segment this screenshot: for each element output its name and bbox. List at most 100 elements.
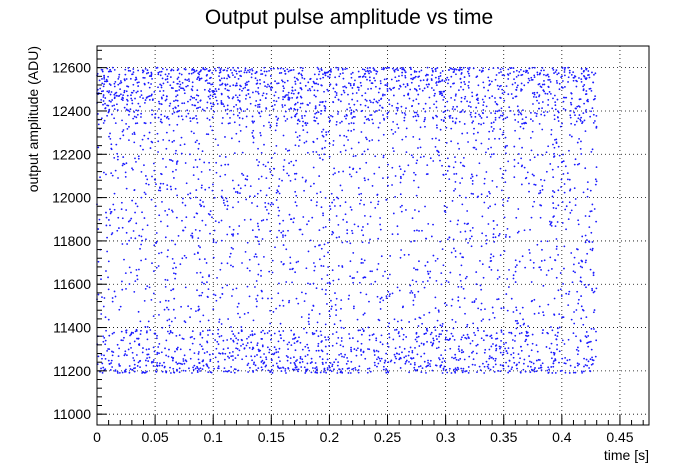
data-point [384, 360, 387, 362]
data-point [379, 80, 382, 82]
data-point [324, 140, 327, 142]
data-point [347, 360, 349, 363]
data-point [408, 350, 410, 353]
data-point [352, 281, 355, 284]
data-point [435, 84, 438, 87]
data-point [219, 69, 222, 72]
data-point [256, 236, 259, 239]
data-point [405, 127, 408, 130]
data-point [472, 132, 475, 135]
data-point [529, 111, 532, 114]
data-point [240, 326, 243, 328]
data-point [513, 78, 515, 81]
data-point [137, 337, 140, 340]
data-point [389, 255, 392, 257]
data-point [314, 265, 316, 268]
data-point [414, 347, 416, 349]
data-point [552, 362, 555, 365]
data-point [339, 151, 342, 153]
data-point [443, 210, 446, 212]
data-point [106, 250, 109, 253]
data-point [361, 76, 364, 78]
data-point [555, 138, 558, 141]
data-point [563, 245, 566, 248]
y-axis-label: output amplitude (ADU) [25, 46, 41, 192]
data-point [507, 68, 510, 71]
data-point [466, 333, 469, 336]
data-point [182, 338, 185, 340]
data-point [461, 203, 464, 206]
data-point [528, 248, 531, 251]
data-point [213, 90, 216, 93]
data-point [306, 354, 309, 356]
data-point [524, 177, 527, 180]
data-point [399, 193, 402, 196]
data-point [348, 294, 351, 297]
data-point [418, 70, 421, 73]
data-point [528, 252, 531, 254]
data-point [391, 67, 394, 70]
data-point [573, 187, 576, 190]
data-point [276, 189, 279, 192]
data-point [553, 352, 556, 355]
data-point [402, 173, 405, 176]
data-point [360, 258, 363, 261]
data-point [111, 350, 113, 353]
data-point [236, 348, 239, 350]
data-point [580, 317, 583, 320]
data-point [519, 325, 522, 327]
data-point [221, 189, 224, 192]
data-point [195, 117, 198, 120]
data-point [393, 361, 396, 364]
data-point [200, 184, 203, 187]
data-point [166, 184, 169, 187]
data-point [585, 90, 588, 92]
data-point [591, 249, 594, 252]
x-tick-label: 0.45 [606, 429, 633, 445]
data-point [471, 179, 474, 182]
data-point [172, 81, 175, 83]
data-point [364, 357, 367, 360]
data-point [357, 89, 360, 91]
data-point [198, 73, 201, 76]
data-point [353, 103, 356, 106]
data-point [170, 188, 173, 191]
data-point [166, 306, 168, 309]
data-point [469, 101, 471, 103]
data-point [258, 106, 261, 108]
data-point [294, 83, 297, 85]
data-point [510, 353, 513, 356]
data-point [347, 93, 349, 96]
data-point [268, 85, 271, 88]
data-point [575, 79, 578, 82]
data-point [180, 152, 183, 155]
data-point [421, 229, 423, 232]
data-point [263, 81, 266, 83]
data-point [551, 107, 554, 110]
data-point [347, 129, 350, 132]
data-point [316, 321, 319, 324]
data-point [351, 71, 354, 74]
data-point [290, 329, 293, 332]
data-point [257, 263, 260, 266]
data-point [151, 78, 153, 80]
data-point [487, 76, 490, 79]
data-point [556, 348, 558, 351]
data-point [591, 107, 594, 110]
data-point [461, 132, 464, 135]
data-point [171, 170, 174, 173]
data-point [297, 145, 300, 147]
data-point [474, 334, 477, 336]
data-point [546, 369, 549, 372]
data-point [144, 175, 147, 177]
data-point [532, 266, 535, 269]
data-point [508, 106, 511, 109]
data-point [218, 71, 221, 74]
data-point [428, 96, 431, 99]
data-point [140, 259, 143, 262]
data-point [330, 68, 332, 71]
data-point [132, 357, 135, 359]
data-point [97, 123, 100, 126]
data-point [558, 361, 560, 364]
data-point [253, 120, 256, 123]
